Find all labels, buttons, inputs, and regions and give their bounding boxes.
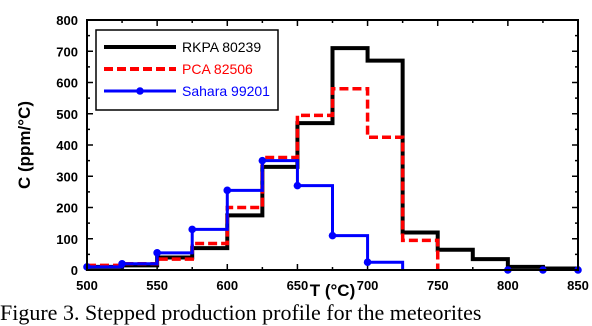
series-point: [258, 156, 267, 165]
y-tick-label: 700: [56, 44, 78, 59]
series-point: [328, 231, 337, 240]
x-tick-label: 800: [497, 278, 519, 293]
chart: 500 550 600 650 700 750 800 850 0 100 200 300 400 500…: [15, 13, 589, 300]
y-tick-label: 100: [56, 232, 78, 247]
figure-caption: Figure 3. Stepped production profile for…: [0, 300, 482, 325]
y-tick-label: 0: [71, 263, 78, 278]
x-tick-label: 650: [287, 278, 309, 293]
series-point: [188, 225, 197, 234]
x-tick-label: 700: [357, 278, 379, 293]
series-point: [223, 186, 232, 195]
series-line-2: [87, 159, 405, 270]
y-tick-label: 500: [56, 107, 78, 122]
series-point: [153, 249, 161, 257]
series-point: [363, 258, 372, 266]
x-tick-label: 600: [216, 278, 238, 293]
legend-box: [95, 29, 279, 111]
x-tick-label: 550: [146, 278, 168, 293]
x-tick-label: 750: [427, 278, 449, 293]
y-tick-label: 300: [56, 169, 78, 184]
legend-label-0: RKPA 80239: [182, 39, 261, 55]
legend: RKPA 80239 PCA 82506 Sahara 99201: [95, 29, 279, 111]
series-point: [293, 181, 302, 190]
y-tick-label: 800: [56, 13, 78, 28]
series-point: [118, 259, 126, 268]
x-tick-label: 850: [567, 278, 589, 293]
legend-label-2: Sahara 99201: [182, 83, 270, 99]
legend-label-1: PCA 82506: [182, 61, 253, 77]
x-axis-title: T (°C): [310, 281, 356, 300]
legend-marker: [136, 87, 144, 95]
plot-frame: [86, 19, 579, 271]
y-tick-label: 200: [56, 201, 78, 216]
y-axis-title: C (ppm/°C): [15, 101, 34, 189]
y-tick-label: 400: [56, 138, 78, 153]
x-tick-label: 500: [76, 278, 98, 293]
y-tick-label: 600: [56, 76, 78, 91]
tick-labels: 500 550 600 650 700 750 800 850 0 100 200 300 400 500…: [56, 13, 589, 293]
